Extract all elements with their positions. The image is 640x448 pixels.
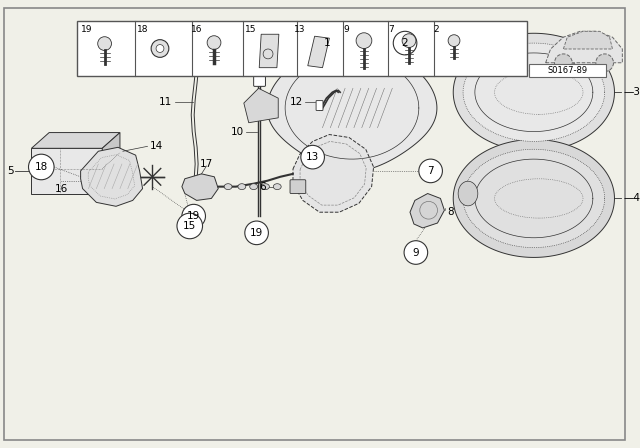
Text: 13: 13 [294, 25, 306, 34]
Circle shape [402, 34, 416, 47]
Text: 19: 19 [81, 25, 93, 34]
FancyBboxPatch shape [290, 180, 306, 194]
Text: 19: 19 [187, 211, 200, 221]
Polygon shape [463, 43, 605, 142]
Circle shape [156, 44, 164, 52]
Text: 2: 2 [402, 38, 408, 48]
Ellipse shape [273, 184, 281, 190]
Circle shape [151, 40, 169, 57]
Text: 18: 18 [35, 162, 48, 172]
Polygon shape [453, 139, 614, 258]
Polygon shape [453, 33, 614, 151]
Polygon shape [244, 88, 278, 123]
FancyBboxPatch shape [529, 64, 605, 77]
Text: 10: 10 [230, 127, 244, 137]
Text: 19: 19 [250, 228, 263, 238]
Text: 15: 15 [244, 25, 256, 34]
Circle shape [596, 54, 614, 72]
Circle shape [301, 145, 324, 169]
Text: 9: 9 [413, 247, 419, 258]
Text: —4: —4 [623, 194, 640, 203]
FancyBboxPatch shape [77, 22, 527, 76]
Text: 7: 7 [428, 166, 434, 176]
Text: 7: 7 [388, 25, 394, 34]
Polygon shape [563, 31, 612, 49]
Text: 16: 16 [191, 25, 202, 34]
Circle shape [554, 54, 572, 72]
Ellipse shape [250, 184, 257, 190]
Polygon shape [308, 36, 330, 68]
Circle shape [404, 241, 428, 264]
Polygon shape [182, 174, 218, 200]
Text: 17: 17 [200, 159, 213, 169]
Ellipse shape [238, 184, 246, 190]
FancyBboxPatch shape [253, 73, 266, 86]
Circle shape [448, 35, 460, 47]
Text: 16: 16 [54, 184, 68, 194]
Text: 6: 6 [259, 181, 266, 192]
Text: 18: 18 [136, 25, 148, 34]
Polygon shape [259, 34, 279, 68]
Text: 8: 8 [447, 207, 454, 217]
FancyBboxPatch shape [316, 101, 323, 111]
Polygon shape [81, 147, 143, 206]
Polygon shape [102, 133, 120, 194]
Polygon shape [546, 31, 622, 63]
Text: S0167-89: S0167-89 [547, 66, 588, 75]
Circle shape [207, 36, 221, 49]
Text: —3: —3 [623, 87, 640, 97]
Circle shape [177, 213, 202, 239]
Circle shape [393, 31, 417, 55]
Ellipse shape [262, 184, 269, 190]
Text: 12: 12 [289, 97, 303, 107]
Circle shape [29, 154, 54, 180]
Text: 11: 11 [159, 97, 172, 107]
Circle shape [356, 33, 372, 48]
Polygon shape [267, 49, 437, 172]
Circle shape [245, 221, 268, 245]
Circle shape [182, 204, 205, 228]
Text: 15: 15 [183, 221, 196, 231]
Polygon shape [463, 149, 605, 248]
Circle shape [98, 37, 111, 51]
Ellipse shape [224, 184, 232, 190]
Polygon shape [410, 194, 444, 228]
Ellipse shape [458, 181, 478, 206]
Text: 1: 1 [324, 38, 331, 48]
Polygon shape [31, 133, 120, 148]
Circle shape [419, 159, 442, 183]
FancyBboxPatch shape [192, 57, 202, 71]
Text: 5: 5 [7, 166, 14, 176]
Text: 2: 2 [433, 25, 439, 34]
FancyBboxPatch shape [4, 8, 625, 440]
Polygon shape [293, 134, 374, 212]
Text: 9: 9 [344, 25, 349, 34]
FancyBboxPatch shape [31, 148, 102, 194]
Text: 14: 14 [149, 141, 163, 151]
Text: 13: 13 [306, 152, 319, 162]
